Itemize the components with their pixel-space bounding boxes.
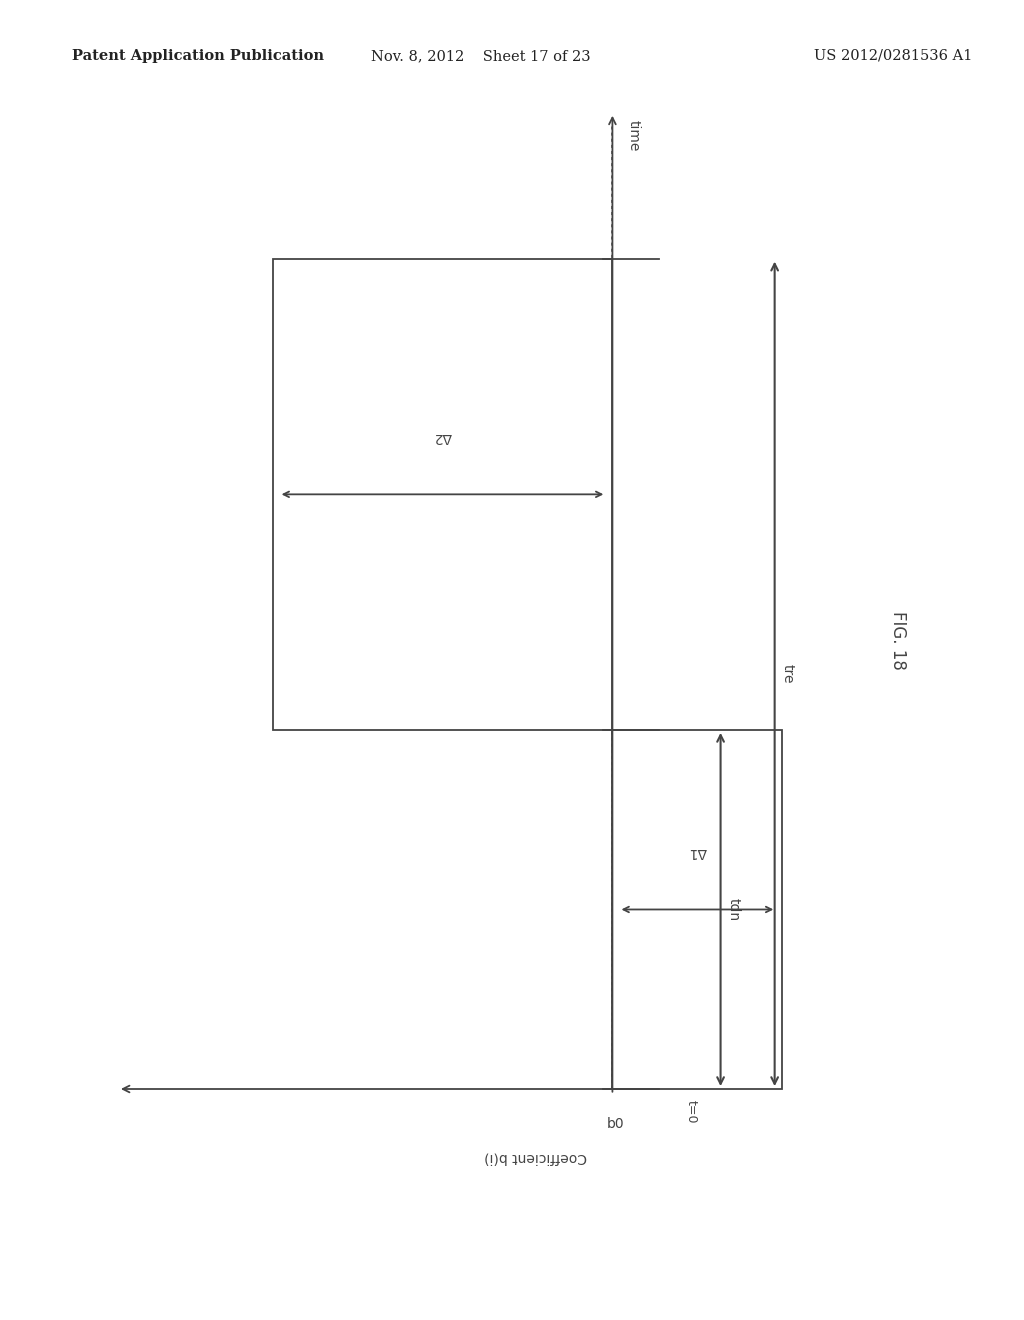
Text: Nov. 8, 2012    Sheet 17 of 23: Nov. 8, 2012 Sheet 17 of 23 [372,49,591,63]
Bar [612,730,782,1089]
Text: Coefficient b(i): Coefficient b(i) [483,1151,587,1164]
Bar [272,259,612,730]
Text: Δ1: Δ1 [688,845,707,859]
Text: tdn: tdn [727,898,740,921]
Text: time: time [627,120,640,150]
Text: Patent Application Publication: Patent Application Publication [72,49,324,63]
Text: t=0: t=0 [685,1101,698,1123]
Text: US 2012/0281536 A1: US 2012/0281536 A1 [814,49,973,63]
Text: b0: b0 [606,1117,625,1131]
Text: Δ2: Δ2 [433,430,452,444]
Text: FIG. 18: FIG. 18 [889,611,907,669]
Text: tre: tre [781,664,795,684]
